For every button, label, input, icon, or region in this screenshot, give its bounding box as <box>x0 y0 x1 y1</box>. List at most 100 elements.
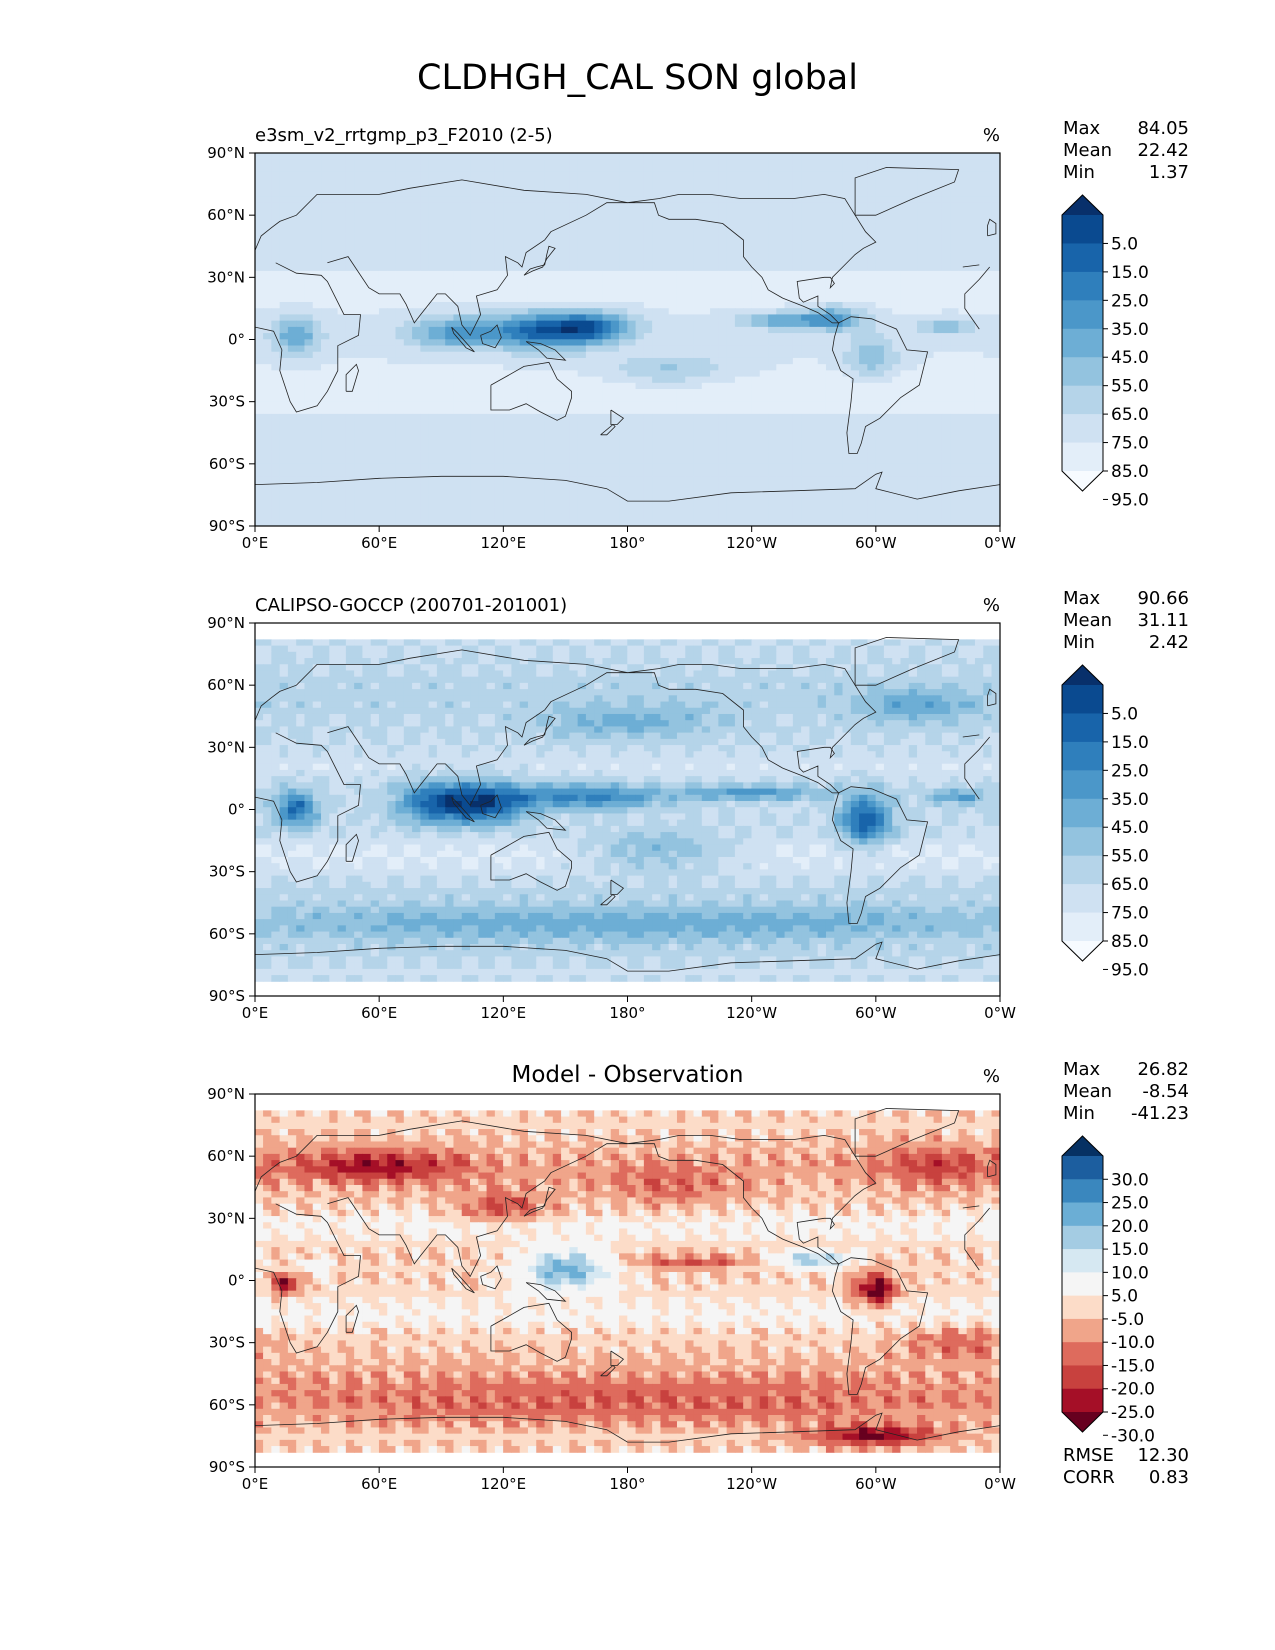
colorbar-tick-label: -25.0 <box>1111 1403 1155 1423</box>
x-tick-label: 180° <box>609 534 645 552</box>
stat-label: Min <box>1063 1103 1095 1124</box>
colorbar-tick-label: 95.0 <box>1111 490 1149 510</box>
colorbar-bin <box>1062 1156 1103 1180</box>
x-tick-label: 60°E <box>361 534 397 552</box>
coastline <box>610 1350 625 1366</box>
stat-value: 2.42 <box>1149 632 1189 653</box>
colorbar-tick-label: -10.0 <box>1111 1333 1155 1353</box>
colorbar-tick-label: 5.0 <box>1111 1287 1138 1307</box>
colorbar-tick-label: 30.0 <box>1111 1170 1149 1190</box>
colorbar-cap-top <box>1062 665 1103 685</box>
coastline <box>490 361 572 421</box>
x-tick-label: 0°W <box>984 1475 1016 1493</box>
colorbar-tick-label: 25.0 <box>1111 1194 1149 1214</box>
colorbar-tick-label: -30.0 <box>1111 1426 1155 1446</box>
stat-value: 90.66 <box>1137 588 1189 609</box>
colorbar-bin <box>1062 1365 1103 1390</box>
coastline <box>523 715 556 746</box>
colorbar-tick-label: -20.0 <box>1111 1380 1155 1400</box>
colorbar-tick-label: 45.0 <box>1111 348 1149 368</box>
colorbar-bin <box>1062 442 1103 472</box>
coastline <box>480 1265 502 1290</box>
colorbar-cap-bottom <box>1062 1412 1103 1432</box>
coastline <box>255 471 1000 502</box>
y-tick-label: 60°S <box>209 1396 245 1414</box>
colorbar: 5.0 15.0 25.0 35.0 45.0 55.0 65.0 75.0 85.0 95.0 <box>1061 194 1149 510</box>
stat-label: Min <box>1063 632 1095 653</box>
stat-label: Max <box>1063 1059 1101 1080</box>
y-tick-label: 30°N <box>207 738 245 756</box>
coastline <box>327 202 628 337</box>
colorbar-tick-label: 85.0 <box>1111 932 1149 952</box>
y-tick-label: 90°S <box>209 1458 245 1476</box>
coastline <box>831 786 929 924</box>
x-tick-label: 180° <box>609 1475 645 1493</box>
colorbar-tick-label: 55.0 <box>1111 377 1149 397</box>
coastline <box>987 1159 997 1178</box>
colorbar-bin <box>1062 414 1103 443</box>
stat-label: Max <box>1063 588 1101 609</box>
x-tick-label: 0°W <box>984 1004 1016 1022</box>
colorbar: 30.0 25.0 20.0 15.0 10.0 5.0 -5.0 -10.0 -15.0 -20… <box>1061 1135 1155 1446</box>
colorbar-bin <box>1062 770 1103 800</box>
x-tick-label: 120°E <box>481 1004 527 1022</box>
y-tick-label: 60°N <box>207 206 245 224</box>
y-tick-label: 0° <box>228 801 245 819</box>
panel-units: % <box>983 125 1000 146</box>
colorbar-cap-bottom <box>1062 471 1103 491</box>
colorbar: 5.0 15.0 25.0 35.0 45.0 55.0 65.0 75.0 85.0 95.0 <box>1061 664 1149 980</box>
x-tick-label: 0°E <box>242 1004 269 1022</box>
colorbar-bin <box>1062 1342 1103 1366</box>
panel-3: 0°E 60°E 120°E 180° 120°W 60°W 0°W 90°N 60°N 30°N… <box>207 1059 1189 1493</box>
coastline <box>987 688 997 707</box>
coastline <box>255 1203 991 1354</box>
panel-units: % <box>983 1066 1000 1087</box>
stat-label: Min <box>1063 162 1095 183</box>
stat-value: 22.42 <box>1137 140 1189 161</box>
colorbar-bin <box>1062 884 1103 913</box>
colorbar-tick-label: 35.0 <box>1111 790 1149 810</box>
y-tick-label: 60°S <box>209 455 245 473</box>
coastline <box>327 672 628 807</box>
y-tick-label: 90°N <box>207 1085 245 1103</box>
y-tick-label: 30°N <box>207 1209 245 1227</box>
y-tick-label: 60°N <box>207 676 245 694</box>
coastline <box>854 167 960 216</box>
colorbar-tick-label: 55.0 <box>1111 847 1149 867</box>
colorbar-bin <box>1062 741 1103 771</box>
colorbar-cap-top <box>1062 1136 1103 1156</box>
stat-value: 1.37 <box>1149 162 1189 183</box>
coastline <box>451 326 475 353</box>
colorbar-bin <box>1062 1225 1103 1250</box>
x-tick-label: 60°W <box>855 1004 897 1022</box>
colorbar-bin <box>1062 1249 1103 1273</box>
colorbar-bin <box>1062 827 1103 857</box>
colorbar-tick-label: 65.0 <box>1111 875 1149 895</box>
colorbar-bin <box>1062 357 1103 387</box>
colorbar-tick-label: 45.0 <box>1111 818 1149 838</box>
x-tick-label: 180° <box>609 1004 645 1022</box>
coastline <box>255 732 991 883</box>
panel-units: % <box>983 595 1000 616</box>
colorbar-tick-label: 15.0 <box>1111 263 1149 283</box>
colorbar-bin <box>1062 215 1103 244</box>
y-tick-label: 30°S <box>209 393 245 411</box>
stat-value: -41.23 <box>1131 1103 1189 1124</box>
colorbar-bin <box>1062 1318 1103 1343</box>
colorbar-tick-label: 25.0 <box>1111 761 1149 781</box>
colorbar-bin <box>1062 713 1103 743</box>
panel-title: Model - Observation <box>511 1062 743 1088</box>
stat-label: Mean <box>1063 610 1112 631</box>
stat-value: 26.82 <box>1137 1059 1189 1080</box>
map-field <box>255 639 1000 982</box>
coastline <box>345 363 359 392</box>
panel-title: CALIPSO-GOCCP (200701-201001) <box>255 595 567 616</box>
colorbar-cap-bottom <box>1062 941 1103 961</box>
colorbar-tick-label: 15.0 <box>1111 1240 1149 1260</box>
colorbar-bin <box>1062 912 1103 942</box>
colorbar-tick-label: 5.0 <box>1111 704 1138 724</box>
y-tick-label: 90°N <box>207 614 245 632</box>
x-tick-label: 60°W <box>855 1475 897 1493</box>
y-tick-label: 0° <box>228 331 245 349</box>
x-tick-label: 120°W <box>726 534 777 552</box>
